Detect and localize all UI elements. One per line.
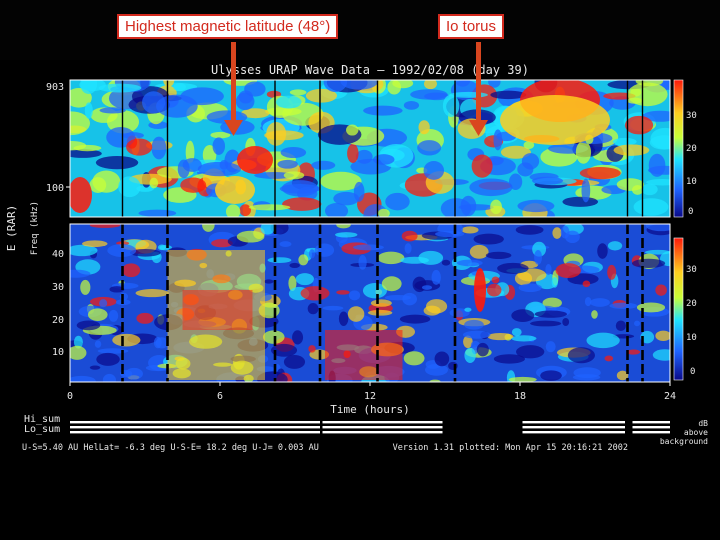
x-tick-18: 18 <box>514 391 526 402</box>
x-tick-24: 24 <box>664 391 676 402</box>
x-axis-ticks: 0 6 12 18 24 <box>67 382 676 402</box>
bottom-colorbar-tick-0: 0 <box>690 367 695 377</box>
hi-sum-label: Hi_sum <box>24 414 60 425</box>
colorbar-unit-line3: background <box>660 437 708 446</box>
top-y-tick-903: 903 <box>46 82 64 93</box>
bottom-colorbar-tick-20: 20 <box>686 299 697 309</box>
y-axis-label: E (RAR) <box>5 205 18 251</box>
x-tick-6: 6 <box>217 391 223 402</box>
footer-version: Version 1.31 plotted: Mon Apr 15 20:16:2… <box>393 443 628 453</box>
x-axis-label: Time (hours) <box>330 403 409 416</box>
footer-geometry: U-S=5.40 AU HelLat= -6.3 deg U-S-E= 18.2… <box>22 443 319 453</box>
callout-highest-magnetic-latitude: Highest magnetic latitude (48°) <box>117 14 339 39</box>
bottom-y-tick-40: 40 <box>52 249 64 260</box>
bottom-y-tick-10: 10 <box>52 347 64 358</box>
bottom-colorbar-tick-30: 30 <box>686 265 697 275</box>
chart-title: Ulysses URAP Wave Data — 1992/02/08 (day… <box>211 63 529 77</box>
bottom-y-tick-20: 20 <box>52 315 64 326</box>
colorbar-unit-line1: dB <box>698 419 708 428</box>
x-tick-12: 12 <box>364 391 376 402</box>
bottom-y-tick-30: 30 <box>52 282 64 293</box>
bottom-colorbar-tick-10: 10 <box>686 333 697 343</box>
top-colorbar-tick-20: 20 <box>686 144 697 154</box>
top-y-tick-100: 100 <box>46 183 64 194</box>
colorbar-unit-line2: above <box>684 428 708 437</box>
top-colorbar-tick-0: 0 <box>688 207 693 217</box>
top-colorbar-tick-10: 10 <box>686 177 697 187</box>
callout-io-torus: Io torus <box>438 14 505 39</box>
bottom-colorbar <box>673 237 684 381</box>
summary-bars <box>70 421 670 434</box>
top-colorbar <box>673 79 684 218</box>
arrow-io-torus <box>469 42 488 136</box>
top-colorbar-tick-30: 30 <box>686 111 697 121</box>
y-axis-sublabel: Freq (kHz) <box>30 201 40 255</box>
lo-sum-label: Lo_sum <box>24 424 60 435</box>
x-tick-0: 0 <box>67 391 73 402</box>
arrow-highest-latitude <box>224 42 243 136</box>
